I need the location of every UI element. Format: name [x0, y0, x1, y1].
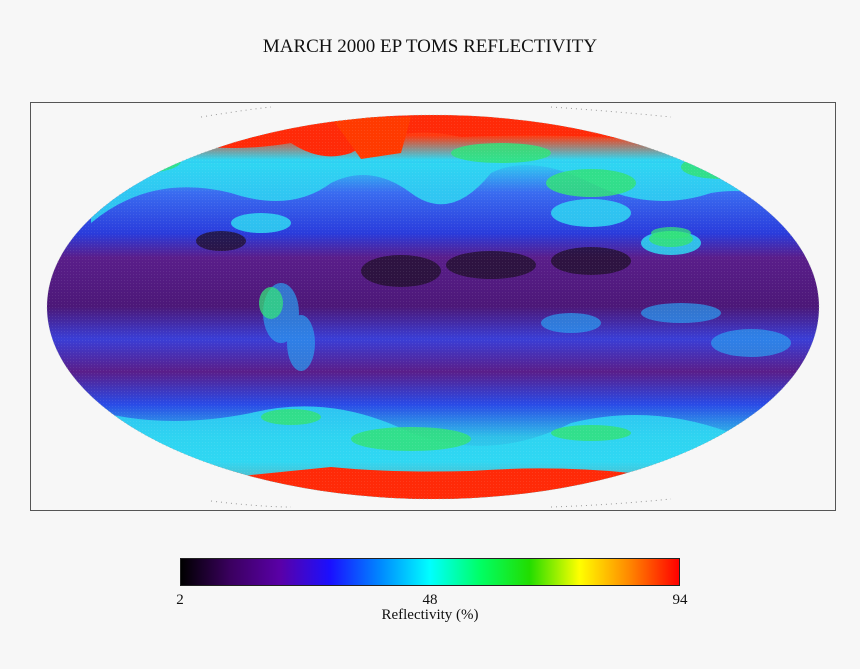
graticule-dots	[200, 106, 672, 508]
colorbar-mid-label: 48	[422, 592, 438, 608]
colorbar-min-label: 2	[176, 592, 184, 608]
globe	[47, 115, 819, 499]
map-frame	[30, 102, 836, 511]
colorbar-max-label: 94	[672, 592, 688, 608]
map-title: MARCH 2000 EP TOMS REFLECTIVITY	[262, 36, 598, 57]
colorbar	[180, 558, 680, 586]
reflectivity-map	[46, 106, 820, 508]
colorbar-title: Reflectivity (%)	[381, 607, 479, 623]
globe-outline	[46, 114, 820, 500]
